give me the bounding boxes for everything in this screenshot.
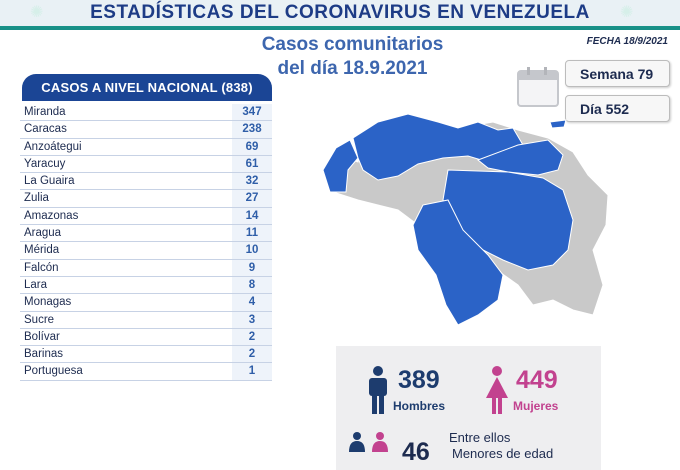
- state-cases: 8: [232, 276, 272, 294]
- table-row: Amazonas 14: [20, 207, 272, 226]
- table-row: Sucre 3: [20, 311, 272, 329]
- state-name: Portuguesa: [24, 365, 83, 378]
- table-row: La Guaira 32: [20, 173, 272, 191]
- state-cases: 2: [232, 346, 272, 363]
- virus-icon: ✺: [30, 4, 44, 21]
- table-row: Mérida 10: [20, 242, 272, 260]
- state-name: Miranda: [24, 106, 66, 118]
- state-name: Bolívar: [24, 330, 60, 343]
- demographics-panel: 389 Hombres 449 Mujeres Entre ellos 46 M…: [336, 346, 601, 470]
- state-cases: 10: [232, 242, 272, 259]
- map-region-amazonas: [412, 199, 504, 326]
- state-name: Mérida: [24, 244, 60, 257]
- state-cases: 69: [232, 138, 272, 155]
- subtitle-line-2: del día 18.9.2021: [277, 58, 428, 79]
- state-name: Barinas: [24, 348, 63, 361]
- table-row: Yaracuy 61: [20, 155, 272, 174]
- subtitle-line-1: Casos comunitarios: [261, 34, 444, 55]
- table-row: Portuguesa 1: [20, 363, 272, 381]
- state-cases: 27: [232, 190, 272, 207]
- female-label: Mujeres: [513, 399, 559, 413]
- state-cases: 347: [232, 104, 272, 121]
- state-cases: 2: [232, 328, 272, 346]
- map-region-island: [549, 119, 567, 129]
- state-name: Anzoátegui: [24, 140, 82, 153]
- state-name: Lara: [24, 278, 48, 291]
- male-count: 389: [398, 366, 440, 394]
- week-badge: Semana 79: [565, 60, 670, 87]
- state-cases: 9: [232, 259, 272, 276]
- state-cases: 4: [232, 294, 272, 311]
- male-icon: [369, 366, 387, 414]
- venezuela-map: [322, 113, 609, 326]
- state-cases: 238: [232, 121, 272, 138]
- map-region-zulia: [322, 139, 359, 193]
- state-cases: 1: [232, 363, 272, 380]
- state-cases: 14: [232, 207, 272, 225]
- state-cases: 32: [232, 173, 272, 190]
- minors-label: Menores de edad: [452, 446, 554, 461]
- state-cases: 61: [232, 155, 272, 173]
- among-them-label: Entre ellos: [449, 430, 511, 445]
- subtitle: Casos comunitarios del día 18.9.2021: [245, 33, 460, 81]
- table-row: Aragua 11: [20, 225, 272, 243]
- minors-icon: [349, 432, 388, 452]
- date-label: FECHA 18/9/2021: [586, 36, 668, 47]
- table-title: CASOS A NIVEL NACIONAL (838): [41, 80, 253, 95]
- state-name: Zulia: [24, 192, 49, 205]
- male-label: Hombres: [393, 399, 446, 413]
- cases-table: Miranda 347 Caracas 238 Anzoátegui 69 Yaracuy 6…: [20, 104, 272, 381]
- state-cases: 11: [232, 225, 272, 242]
- table-row: Barinas 2: [20, 346, 272, 364]
- table-row: Caracas 238: [20, 121, 272, 139]
- table-row: Zulia 27: [20, 190, 272, 208]
- state-name: Sucre: [24, 313, 55, 326]
- state-name: Monagas: [24, 296, 72, 309]
- table-row: Miranda 347: [20, 104, 272, 122]
- table-row: Anzoátegui 69: [20, 138, 272, 156]
- map-region-east: [477, 139, 564, 176]
- state-name: La Guaira: [24, 175, 75, 188]
- virus-icon: ✺: [620, 4, 634, 21]
- table-row: Bolívar 2: [20, 328, 272, 347]
- page-title: ESTADÍSTICAS DEL CORONAVIRUS EN VENEZUEL…: [0, 0, 680, 26]
- table-header: CASOS A NIVEL NACIONAL (838): [22, 74, 272, 101]
- calendar-icon: [517, 67, 559, 107]
- table-row: Falcón 9: [20, 259, 272, 277]
- state-name: Amazonas: [24, 209, 79, 222]
- day-badge: Día 552: [565, 95, 670, 122]
- state-name: Aragua: [24, 227, 62, 240]
- state-name: Yaracuy: [24, 157, 66, 170]
- female-icon: [486, 366, 508, 414]
- state-name: Falcón: [24, 261, 59, 274]
- state-cases: 3: [232, 311, 272, 328]
- female-count: 449: [516, 366, 558, 394]
- table-row: Lara 8: [20, 276, 272, 295]
- minors-count: 46: [402, 438, 430, 466]
- state-name: Caracas: [24, 123, 67, 136]
- table-row: Monagas 4: [20, 294, 272, 312]
